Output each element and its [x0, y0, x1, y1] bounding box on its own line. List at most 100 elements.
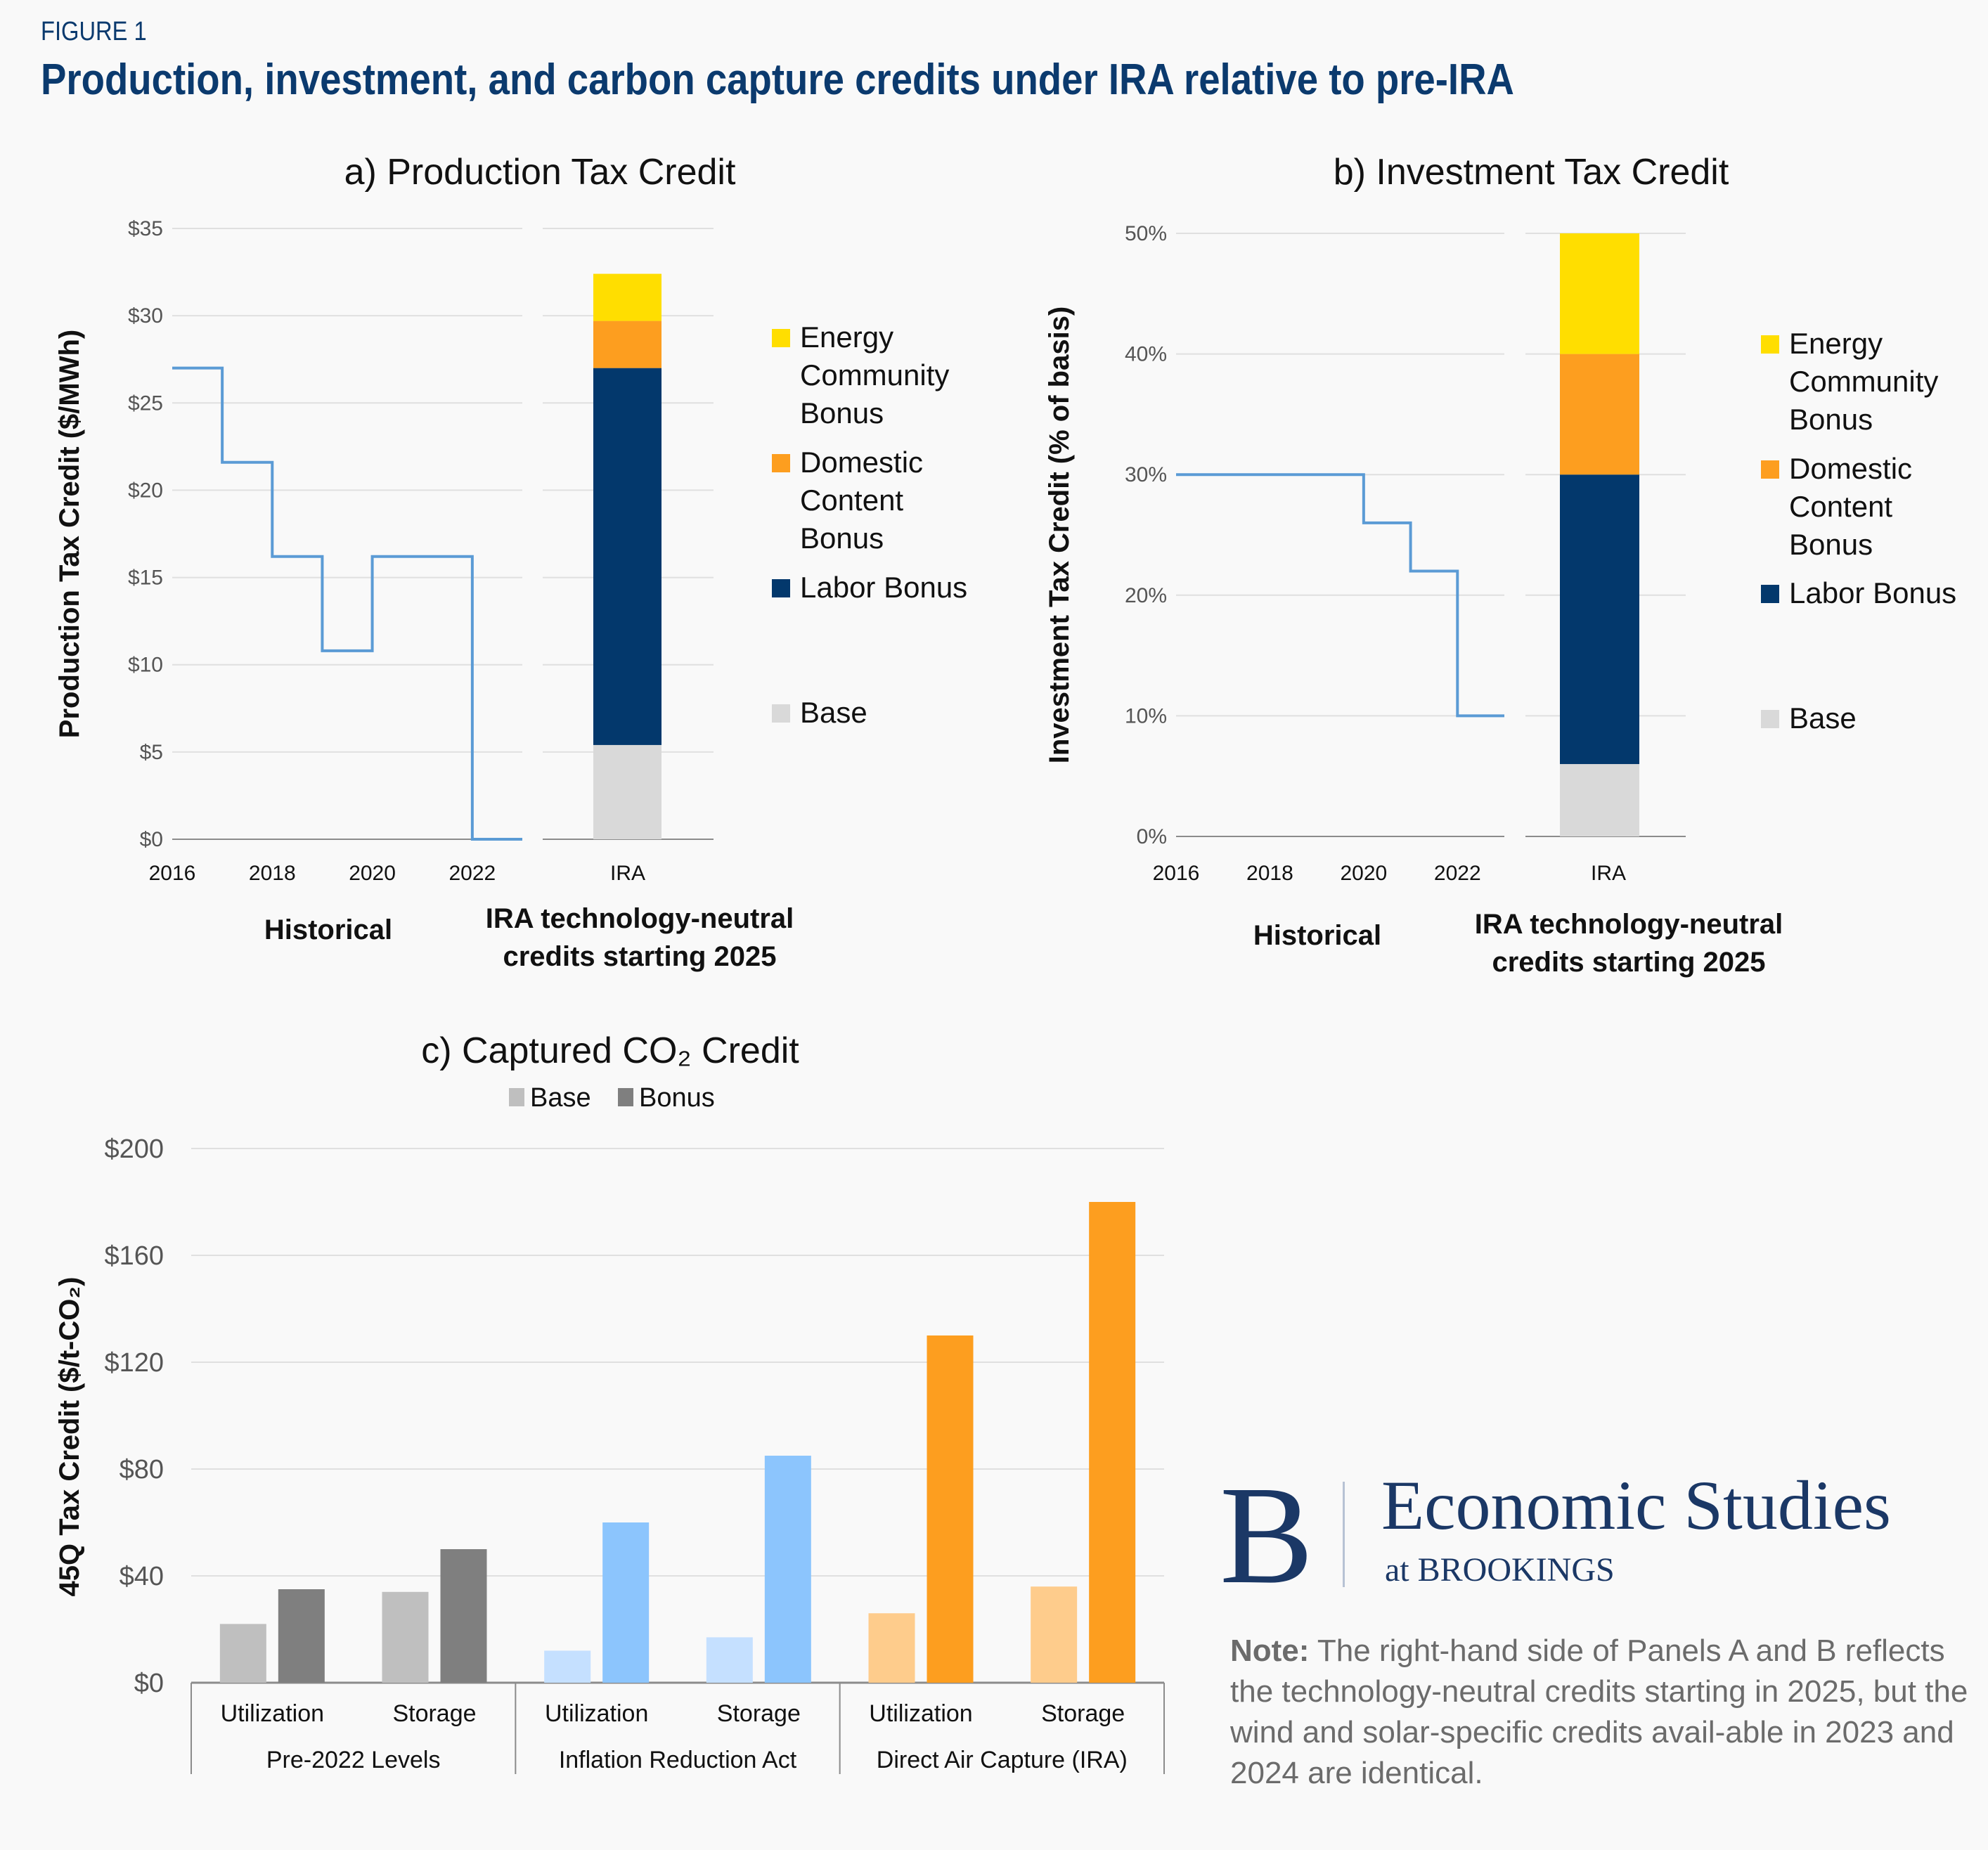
- ptc-y-tick-label: $10: [128, 654, 163, 677]
- co2-bar-base: [544, 1650, 591, 1683]
- co2-chart: c) Captured CO₂ Credit Base Bonus 45Q Tax C…: [54, 1030, 1165, 1774]
- co2-category-label: Utilization: [869, 1700, 972, 1727]
- itc-y-tick-label: 10%: [1125, 704, 1167, 727]
- ptc-chart: a) Production Tax Credit Production Tax C…: [54, 152, 967, 972]
- co2-bar-base: [868, 1613, 915, 1683]
- itc-y-tick-label: 0%: [1137, 825, 1167, 848]
- ptc-y-tick-label: $0: [140, 828, 163, 851]
- logo-title: Economic Studies: [1381, 1466, 1891, 1544]
- co2-y-tick-label: $120: [104, 1348, 164, 1378]
- co2-group-label: Pre-2022 Levels: [266, 1747, 441, 1773]
- ptc-legend-swatch: [772, 704, 790, 723]
- ptc-legend-label: Bonus: [800, 522, 884, 555]
- ptc-legend-label: Labor Bonus: [800, 571, 967, 604]
- co2-bar-bonus: [278, 1589, 325, 1683]
- ptc-legend-label: Energy: [800, 321, 893, 354]
- ptc-legend-label: Base: [800, 696, 867, 729]
- co2-bar-bonus: [927, 1335, 974, 1683]
- itc-title: b) Investment Tax Credit: [1334, 152, 1729, 193]
- co2-y-tick-label: $40: [120, 1562, 164, 1591]
- itc-x-tick-label-ira: IRA: [1591, 862, 1626, 885]
- ptc-x-tick-label-ira: IRA: [610, 862, 645, 885]
- itc-x-tick-label: 2022: [1434, 862, 1481, 885]
- itc-legend-label: Community: [1789, 365, 1938, 398]
- co2-bar-bonus: [1089, 1202, 1136, 1683]
- co2-bar-bonus: [602, 1522, 650, 1683]
- ptc-legend-swatch: [772, 454, 790, 472]
- itc-x-tick-label: 2018: [1246, 862, 1293, 885]
- co2-category-label: Storage: [1041, 1700, 1125, 1727]
- itc-legend-swatch: [1761, 710, 1779, 728]
- ptc-y-tick-label: $20: [128, 479, 163, 502]
- co2-group-label: Inflation Reduction Act: [559, 1747, 797, 1773]
- co2-bar-bonus: [764, 1456, 811, 1683]
- note-text: The right-hand side of Panels A and B re…: [1230, 1634, 1968, 1790]
- itc-y-tick-label: 20%: [1125, 584, 1167, 607]
- co2-category-label: Storage: [392, 1700, 476, 1727]
- ptc-group-label-ira: credits starting 2025: [503, 941, 776, 972]
- itc-legend-swatch: [1761, 585, 1779, 603]
- itc-bar-segment-labor-bonus: [1560, 474, 1639, 765]
- ptc-title: a) Production Tax Credit: [344, 152, 736, 193]
- ptc-legend-label: Bonus: [800, 396, 884, 429]
- itc-group-label-ira: IRA technology-neutral: [1475, 909, 1783, 940]
- ptc-y-tick-label: $15: [128, 567, 163, 590]
- itc-historical-line: [1176, 473, 1504, 718]
- itc-legend-swatch: [1761, 335, 1779, 354]
- itc-legend-label: Base: [1789, 701, 1857, 735]
- itc-chart: b) Investment Tax Credit Investment Tax C…: [1044, 152, 1956, 978]
- ptc-group-label-historical: Historical: [264, 914, 392, 945]
- co2-bar-base: [219, 1624, 266, 1683]
- itc-y-tick-label: 40%: [1125, 343, 1167, 366]
- co2-y-tick-label: $200: [104, 1134, 164, 1164]
- ptc-legend-swatch: [772, 579, 790, 597]
- itc-y-tick-label: 30%: [1125, 463, 1167, 486]
- itc-legend-label: Labor Bonus: [1789, 576, 1956, 609]
- figure-label: FIGURE 1: [41, 17, 147, 46]
- co2-category-label: Storage: [717, 1700, 801, 1727]
- ptc-legend-label: Community: [800, 358, 949, 392]
- co2-category-label: Utilization: [221, 1700, 324, 1727]
- ptc-legend-label: Domestic: [800, 446, 923, 479]
- itc-y-tick-label: 50%: [1125, 222, 1167, 245]
- ptc-bar-segment-labor-bonus: [593, 368, 661, 745]
- co2-bar-base: [382, 1591, 429, 1683]
- itc-x-tick-label: 2016: [1153, 862, 1200, 885]
- co2-legend-label: Base: [530, 1083, 591, 1113]
- co2-y-tick-label: $0: [134, 1669, 164, 1698]
- co2-category-label: Utilization: [545, 1700, 648, 1727]
- logo-subtitle: at BROOKINGS: [1385, 1551, 1615, 1589]
- itc-legend-label: Bonus: [1789, 403, 1873, 436]
- ptc-legend-swatch: [772, 329, 790, 347]
- co2-legend-label: Bonus: [639, 1083, 715, 1113]
- co2-bar-base: [1031, 1586, 1078, 1683]
- co2-y-axis-label: 45Q Tax Credit ($/t-CO₂): [54, 1277, 85, 1597]
- itc-legend-label: Bonus: [1789, 528, 1873, 561]
- ptc-y-tick-label: $30: [128, 304, 163, 328]
- co2-legend-swatch: [618, 1088, 633, 1106]
- itc-bar-segment-base: [1560, 764, 1639, 836]
- co2-bar-bonus: [440, 1549, 487, 1683]
- ptc-bar-segment-domestic-content-bonus: [593, 321, 661, 368]
- ptc-historical-line: [172, 366, 522, 841]
- ptc-y-tick-label: $35: [128, 217, 163, 240]
- co2-group-label: Direct Air Capture (IRA): [877, 1747, 1128, 1773]
- itc-x-tick-label: 2020: [1340, 862, 1387, 885]
- itc-legend-label: Content: [1789, 490, 1892, 523]
- itc-legend-swatch: [1761, 460, 1779, 479]
- itc-y-axis-label: Investment Tax Credit (% of basis): [1044, 306, 1075, 764]
- co2-y-tick-label: $160: [104, 1241, 164, 1271]
- logo-divider: [1343, 1482, 1345, 1587]
- figure-title: Production, investment, and carbon captu…: [41, 56, 1514, 104]
- co2-legend-swatch: [509, 1088, 524, 1106]
- ptc-bar-segment-base: [593, 744, 661, 839]
- ptc-y-tick-label: $25: [128, 392, 163, 415]
- ptc-x-tick-label: 2018: [249, 862, 296, 885]
- co2-bar-base: [706, 1637, 753, 1683]
- itc-bar-segment-energy-community-bonus: [1560, 233, 1639, 354]
- itc-bar-segment-domestic-content-bonus: [1560, 354, 1639, 475]
- note: Note: The right-hand side of Panels A an…: [1230, 1631, 1968, 1794]
- ptc-y-axis-label: Production Tax Credit ($/MWh): [54, 330, 85, 738]
- itc-group-label-ira: credits starting 2025: [1492, 947, 1765, 978]
